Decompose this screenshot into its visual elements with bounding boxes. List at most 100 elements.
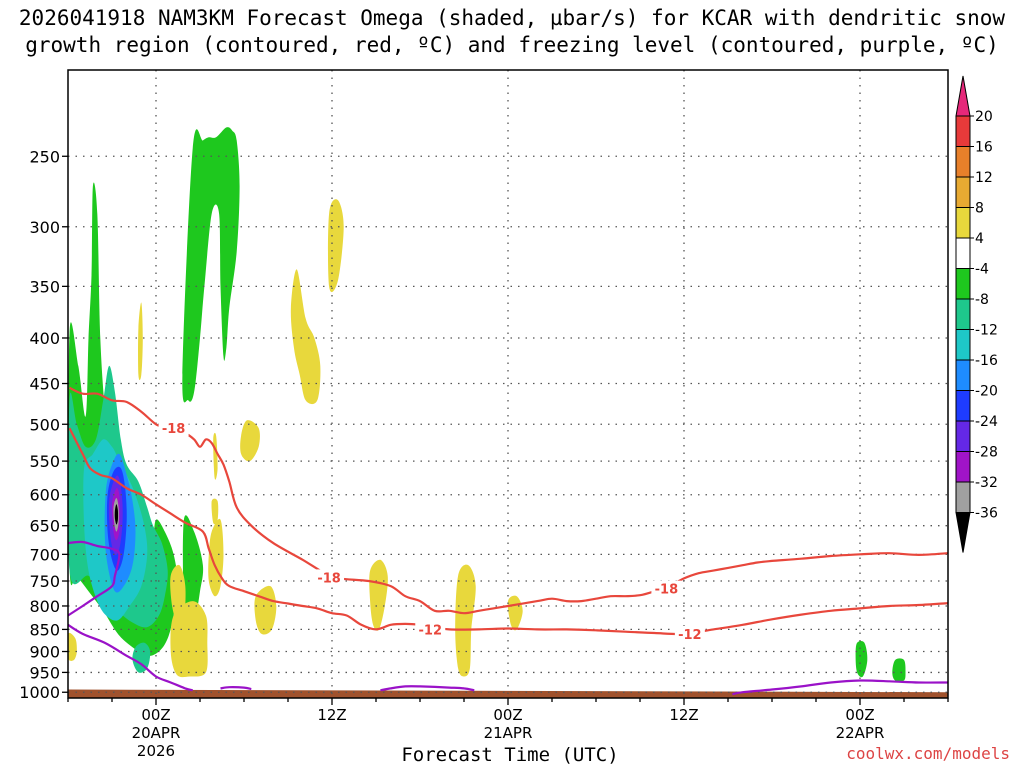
colorbar-bin-5 <box>955 268 971 300</box>
chart-title-line-2: growth region (contoured, red, ºC) and f… <box>25 33 999 57</box>
x-tick-label-0-1: 20APR <box>132 724 181 742</box>
chart-title-line-1: 2026041918 NAM3KM Forecast Omega (shaded… <box>18 6 1006 30</box>
source-credit: coolwx.com/models <box>846 744 1010 763</box>
y-tick-label-750: 750 <box>29 572 60 591</box>
y-tick-label-650: 650 <box>29 517 60 536</box>
freezing-level-contour-1 <box>68 623 193 692</box>
omega-region-19 <box>240 420 260 462</box>
colorbar-under-triangle <box>955 512 971 553</box>
colorbar-label-9: -20 <box>975 384 998 400</box>
omega-region-12 <box>68 632 77 661</box>
omega-shading-layer <box>68 127 906 682</box>
y-tick-label-850: 850 <box>29 620 60 639</box>
freezing-level-contour-4 <box>732 679 948 696</box>
y-tick-label-550: 550 <box>29 452 60 471</box>
x-tick-label-48-0: 00Z <box>845 706 874 724</box>
colorbar-bin-11 <box>955 451 971 483</box>
x-tick-label-36-0: 12Z <box>669 706 698 724</box>
omega-region-24 <box>455 564 476 677</box>
y-tick-label-900: 900 <box>29 643 60 662</box>
y-axis: 250 300 350 400 450 500 550 600 650 700 750 800 850 9… <box>19 147 68 702</box>
y-tick-label-950: 950 <box>29 663 60 682</box>
colorbar-label-7: -12 <box>975 323 998 339</box>
freezing-level-contours <box>68 540 948 696</box>
x-tick-label-24-1: 21APR <box>484 724 533 742</box>
freezing-level-contour-3 <box>380 685 475 692</box>
colorbar-label-1: 16 <box>975 140 993 156</box>
colorbar-label-10: -24 <box>975 414 998 430</box>
colorbar-label-0: 20 <box>975 109 993 125</box>
omega-region-26 <box>855 640 868 678</box>
omega-region-4 <box>132 642 151 673</box>
omega-region-18 <box>211 498 219 525</box>
y-tick-label-1000: 1000 <box>19 683 60 702</box>
colorbar-label-11: -28 <box>975 445 998 461</box>
colorbar-bin-4 <box>955 237 971 269</box>
colorbar: 20 16 12 8 4 -4 -8 -12 -16 -20 -24 -28 -32 -36 <box>955 75 998 553</box>
x-tick-label-48-1: 22APR <box>836 724 885 742</box>
y-tick-label-800: 800 <box>29 597 60 616</box>
omega-region-11 <box>114 504 119 525</box>
dgz-label-bg-0 <box>158 420 189 437</box>
colorbar-bin-9 <box>955 390 971 422</box>
colorbar-label-3: 8 <box>975 201 984 217</box>
dgz-label-bg-4 <box>674 625 705 642</box>
dgz-label-3: -12 <box>419 623 443 638</box>
omega-region-21 <box>290 269 321 405</box>
dgz-label-4: -12 <box>678 628 702 643</box>
y-tick-label-300: 300 <box>29 218 60 237</box>
x-tick-label-0-2: 2026 <box>137 742 175 760</box>
freezing-level-contour-0 <box>68 540 121 617</box>
colorbar-bin-12 <box>955 481 971 513</box>
colorbar-bin-8 <box>955 359 971 391</box>
colorbar-label-12: -32 <box>975 475 998 491</box>
dgz-contour-3 <box>68 427 948 636</box>
dgz-label-1: -18 <box>317 571 341 586</box>
dgz-label-2: -18 <box>655 583 679 598</box>
omega-region-25 <box>507 595 523 631</box>
colorbar-bin-1 <box>955 146 971 178</box>
colorbar-bin-2 <box>955 176 971 208</box>
x-tick-label-0-0: 00Z <box>141 706 170 724</box>
omega-region-17 <box>213 432 218 480</box>
colorbar-bin-7 <box>955 329 971 361</box>
colorbar-bin-10 <box>955 420 971 452</box>
y-tick-label-700: 700 <box>29 545 60 564</box>
y-tick-label-250: 250 <box>29 147 60 166</box>
colorbar-bin-3 <box>955 207 971 239</box>
omega-region-13 <box>138 302 143 381</box>
dgz-label-bg-1 <box>314 569 345 586</box>
dgz-label-0: -18 <box>162 422 186 437</box>
colorbar-label-13: -36 <box>975 506 998 522</box>
y-tick-label-350: 350 <box>29 277 60 296</box>
colorbar-label-4: 4 <box>975 231 984 247</box>
omega-region-22 <box>327 199 344 293</box>
y-tick-label-500: 500 <box>29 415 60 434</box>
x-tick-label-12-0: 12Z <box>317 706 346 724</box>
x-axis-label: Forecast Time (UTC) <box>401 744 619 766</box>
colorbar-label-6: -8 <box>975 292 989 308</box>
colorbar-label-8: -16 <box>975 353 998 369</box>
omega-region-16 <box>208 518 224 597</box>
colorbar-bin-0 <box>955 115 971 147</box>
colorbar-over-triangle <box>955 75 971 117</box>
colorbar-label-2: 12 <box>975 170 993 186</box>
omega-region-23 <box>369 559 388 631</box>
colorbar-label-5: -4 <box>975 262 989 278</box>
dgz-label-bg-3 <box>415 621 446 638</box>
omega-region-27 <box>892 658 906 682</box>
omega-region-15 <box>170 601 208 678</box>
colorbar-bin-6 <box>955 298 971 330</box>
omega-region-2 <box>182 127 240 403</box>
dendritic-growth-contours: -18 -18 -18 -12 -12 <box>68 386 948 643</box>
y-tick-label-400: 400 <box>29 329 60 348</box>
y-tick-label-450: 450 <box>29 375 60 394</box>
omega-region-20 <box>254 585 277 635</box>
dgz-label-bg-2 <box>651 580 682 597</box>
freezing-level-contour-2 <box>220 686 252 691</box>
x-tick-label-24-0: 00Z <box>493 706 522 724</box>
y-tick-label-600: 600 <box>29 486 60 505</box>
omega-region-1 <box>182 515 204 621</box>
